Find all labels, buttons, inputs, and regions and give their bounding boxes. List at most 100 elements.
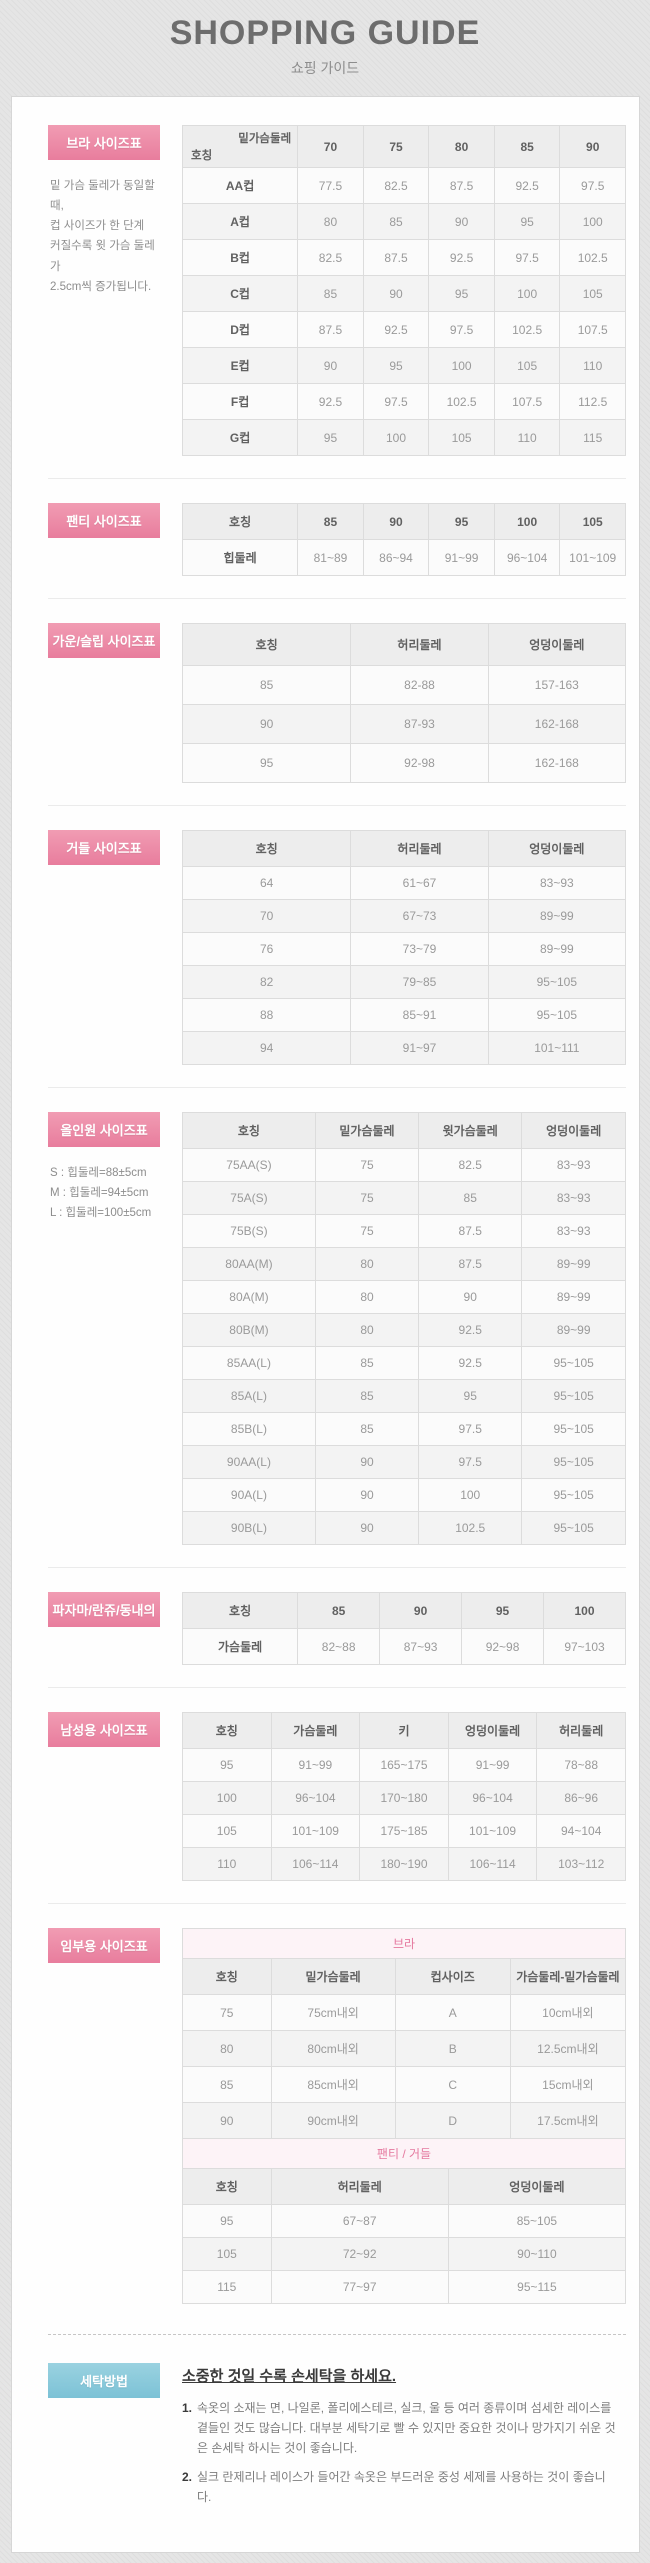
table-row: 90 90cm내외 D 17.5cm내외	[182, 2102, 627, 2139]
value-cell: 82~88	[297, 1628, 381, 1665]
section-gown-slip-sizes: 가운/슬립 사이즈표 호칭 허리둘레 엉덩이둘레 85 82-88 157-163 90 87…	[48, 598, 627, 805]
bra-size-table: 밑가슴둘레 호칭 70 75 80 85 90 AA컵 77.5 82.5 87.5 92.5 97.5…	[181, 125, 626, 456]
row-label-cell: 100	[182, 1781, 272, 1815]
gown-slip-size-table: 호칭 허리둘레 엉덩이둘레 85 82-88 157-163 90 87-93 162-168 9…	[181, 623, 627, 783]
value-cell: 12.5cm내외	[509, 2030, 627, 2067]
page-header: SHOPPING GUIDE 쇼핑 가이드	[0, 0, 650, 96]
table-subtitle: 브라	[182, 1928, 626, 1959]
row-label-cell: 88	[181, 998, 352, 1032]
column-header: 호칭	[182, 2168, 272, 2205]
section-bra-sizes: 브라 사이즈표 밑 가슴 둘레가 동일할 때, 컵 사이즈가 한 단계 커질수록…	[48, 123, 626, 478]
section-panty-sizes: 팬티 사이즈표 호칭 85 90 95 100 105 힙둘레 81~89 86~94 91~99…	[48, 478, 626, 598]
value-cell: 100	[428, 347, 495, 384]
column-header: 엉덩이둘레	[447, 2168, 627, 2205]
section-sidebar: 세탁방법	[48, 2363, 160, 2398]
value-cell: 78~88	[536, 1748, 626, 1782]
value-cell: 77.5	[297, 167, 364, 204]
value-cell: 87~93	[379, 1628, 463, 1665]
column-header: 가슴둘레-밑가슴둘레	[509, 1958, 627, 1995]
value-cell: 95~105	[487, 998, 627, 1032]
value-cell: 95	[428, 275, 495, 312]
table-header-row: 호칭 가슴둘레 키 엉덩이둘레 허리둘레	[182, 1712, 626, 1749]
value-cell: 72~92	[270, 2237, 449, 2271]
column-header: 허리둘레	[350, 830, 489, 867]
column-header: 윗가슴둘레	[418, 1112, 523, 1149]
value-cell: 77~97	[270, 2270, 449, 2304]
section-label-pajama: 파자마/란쥬/동내의	[48, 1592, 160, 1627]
value-cell: 82.5	[297, 239, 364, 276]
value-cell: 85	[314, 1412, 420, 1446]
washing-item: 2. 실크 란제리나 레이스가 들어간 속옷은 부드러운 중성 세제를 사용하는…	[182, 2468, 626, 2508]
column-header: 100	[493, 503, 561, 540]
value-cell: 97.5	[418, 1445, 523, 1479]
row-label-cell: 85	[182, 2066, 272, 2103]
value-cell: 97.5	[362, 383, 430, 420]
column-header: 90	[559, 125, 626, 168]
value-cell: C	[394, 2066, 511, 2103]
value-cell: 94~104	[536, 1814, 626, 1848]
value-cell: 162-168	[487, 704, 627, 744]
row-label-cell: 75B(S)	[182, 1214, 316, 1248]
column-header: 70	[297, 125, 364, 168]
column-header: 밑가슴둘레	[314, 1112, 420, 1149]
section-all-in-one-sizes: 올인원 사이즈표 S : 힙둘레=88±5cm M : 힙둘레=94±5cm L…	[48, 1087, 626, 1567]
all-in-one-size-tables: 호칭 밑가슴둘레 윗가슴둘레 엉덩이둘레 75AA(S) 75 82.5 83~93 75A(S…	[182, 1112, 626, 1545]
value-cell: 102.5	[559, 239, 626, 276]
value-cell: 95~105	[521, 1445, 626, 1479]
value-cell: 110	[493, 419, 561, 456]
column-header: 85	[297, 503, 364, 540]
column-header: 호칭	[182, 1712, 272, 1749]
value-cell: 100	[559, 203, 626, 240]
value-cell: 85	[314, 1346, 420, 1380]
value-cell: 83~93	[521, 1181, 626, 1215]
section-label-men: 남성용 사이즈표	[48, 1712, 160, 1747]
value-cell: 81~89	[297, 539, 364, 576]
value-cell: 91~99	[428, 539, 495, 576]
value-cell: 92.5	[418, 1346, 523, 1380]
row-label-cell: 85A(L)	[182, 1379, 316, 1413]
row-label-cell: 70	[181, 899, 352, 933]
girdle-size-tables: 호칭 허리둘레 엉덩이둘레 64 61~67 83~93 70 67~73 89~99 76 73~…	[181, 830, 627, 1065]
value-cell: 75cm내외	[270, 1994, 396, 2031]
row-label-cell: G컵	[181, 419, 299, 456]
column-header: 밑가슴둘레	[270, 1958, 396, 1995]
table-header-row: 밑가슴둘레 호칭 70 75 80 85 90	[181, 125, 626, 168]
column-header: 허리둘레	[270, 2168, 449, 2205]
table-row: 94 91~97 101~111	[181, 1031, 627, 1065]
row-label-cell: 75	[182, 1994, 272, 2031]
value-cell: 87-93	[350, 704, 489, 744]
section-sidebar: 올인원 사이즈표 S : 힙둘레=88±5cm M : 힙둘레=94±5cm L…	[48, 1112, 160, 1223]
section-maternity-sizes: 임부용 사이즈표 브라 호칭 밑가슴둘레 컵사이즈 가슴둘레-밑가슴둘레 75 75cm내외…	[48, 1903, 627, 2326]
column-header: 허리둘레	[350, 623, 489, 666]
value-cell: 90	[362, 275, 430, 312]
value-cell: 97.5	[559, 167, 626, 204]
value-cell: 102.5	[418, 1511, 523, 1545]
value-cell: 91~97	[350, 1031, 489, 1065]
table-row: 80 80cm내외 B 12.5cm내외	[182, 2030, 627, 2067]
all-in-one-size-note: S : 힙둘레=88±5cm M : 힙둘레=94±5cm L : 힙둘레=10…	[50, 1167, 152, 1220]
value-cell: 107.5	[559, 311, 626, 348]
value-cell: 15cm내외	[509, 2066, 627, 2103]
value-cell: 107.5	[493, 383, 561, 420]
table-row: 88 85~91 95~105	[181, 998, 627, 1032]
value-cell: 90	[297, 347, 364, 384]
table-header-row: 호칭 밑가슴둘레 컵사이즈 가슴둘레-밑가슴둘레	[182, 1958, 627, 1995]
value-cell: 75	[314, 1214, 420, 1248]
row-label-cell: 110	[182, 1847, 272, 1881]
maternity-bra-size-table: 브라 호칭 밑가슴둘레 컵사이즈 가슴둘레-밑가슴둘레 75 75cm내외 A 10cm내외 80…	[182, 1928, 627, 2139]
bra-size-note: 밑 가슴 둘레가 동일할 때, 컵 사이즈가 한 단계 커질수록 윗 가슴 둘레…	[50, 180, 155, 293]
row-label-cell: D컵	[181, 311, 299, 348]
value-cell: 105	[559, 275, 626, 312]
row-label-cell: AA컵	[181, 167, 299, 204]
row-label-cell: B컵	[181, 239, 299, 276]
table-row: 80AA(M) 80 87.5 89~99	[182, 1247, 626, 1281]
column-header: 호칭	[182, 1112, 316, 1149]
row-label-cell: 80	[182, 2030, 272, 2067]
value-cell: B	[394, 2030, 511, 2067]
value-cell: 87.5	[418, 1247, 523, 1281]
column-header: 허리둘레	[536, 1712, 626, 1749]
men-size-tables: 호칭 가슴둘레 키 엉덩이둘레 허리둘레 95 91~99 165~175 91~99 78~88…	[182, 1712, 626, 1881]
section-sidebar: 팬티 사이즈표	[48, 503, 160, 538]
row-label-cell: C컵	[181, 275, 299, 312]
value-cell: 180~190	[359, 1847, 449, 1881]
